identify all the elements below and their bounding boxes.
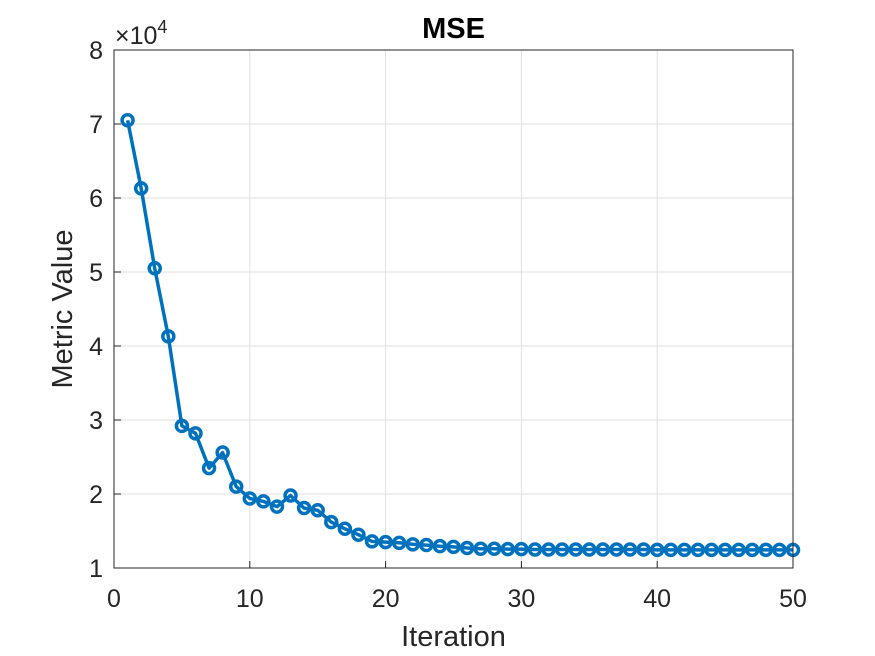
y-tick-label: 2: [89, 481, 103, 509]
data-point: [486, 541, 502, 557]
data-point: [296, 500, 312, 516]
data-point: [161, 329, 176, 344]
data-point: [690, 542, 706, 558]
y-axis-exponent: ×104: [115, 17, 167, 50]
data-point: [242, 491, 258, 506]
data-point: [120, 113, 135, 128]
data-point: [527, 542, 543, 557]
data-point: [337, 521, 353, 537]
y-axis-label: Metric Value: [47, 229, 79, 388]
data-point: [772, 542, 787, 558]
data-point: [351, 527, 366, 542]
chart-title: MSE: [422, 13, 485, 45]
plot-area-border: [113, 49, 794, 569]
data-point: [514, 541, 529, 557]
data-point: [636, 542, 651, 557]
data-point: [147, 261, 162, 276]
x-tick-label: 10: [236, 585, 264, 613]
y-tick-label: 6: [89, 185, 103, 213]
y-tick-label: 7: [89, 111, 103, 139]
data-point: [378, 534, 393, 550]
data-point: [622, 542, 638, 557]
data-point: [649, 542, 665, 558]
data-point: [731, 542, 746, 558]
data-point: [473, 541, 488, 557]
data-point: [582, 542, 597, 557]
data-point: [310, 503, 325, 518]
y-multiplier-base: ×10: [115, 22, 157, 50]
data-point: [677, 542, 692, 558]
series-line: [125, 119, 793, 552]
data-point: [663, 542, 679, 558]
x-tick-label: 30: [507, 585, 535, 613]
data-point: [405, 537, 421, 552]
y-tick-label: 5: [89, 259, 103, 287]
data-point: [609, 542, 624, 557]
x-tick-label: 0: [107, 585, 121, 613]
data-point: [228, 479, 244, 494]
y-tick-label: 1: [89, 555, 103, 583]
data-point: [174, 418, 190, 434]
data-point: [459, 540, 475, 556]
data-point: [541, 542, 556, 557]
data-point: [595, 542, 611, 557]
data-point: [188, 426, 203, 441]
y-tick-label: 3: [89, 407, 103, 435]
x-tick-label: 20: [372, 585, 400, 613]
data-point: [201, 460, 217, 476]
data-point: [500, 541, 516, 557]
data-point: [704, 542, 719, 558]
data-point: [446, 539, 461, 555]
data-point: [269, 499, 285, 514]
data-point: [717, 542, 733, 558]
grid: [113, 49, 794, 569]
x-tick-label: 50: [779, 585, 807, 613]
data-point: [283, 488, 298, 503]
data-point: [215, 445, 230, 460]
y-tick-label: 4: [89, 333, 103, 361]
data-point: [133, 181, 149, 196]
data-point: [568, 542, 583, 557]
tick-labels: 0 10 20 30 40 50 1 2 3 4 5 6 7 8: [89, 37, 807, 613]
data-point: [364, 534, 380, 549]
series-group: [120, 113, 801, 558]
y-tick-label: 8: [89, 37, 103, 65]
x-axis-label: Iteration: [401, 621, 506, 653]
y-multiplier-exponent: 4: [157, 17, 167, 37]
x-tick-label: 40: [643, 585, 671, 613]
data-point: [324, 514, 339, 530]
data-point: [256, 494, 271, 509]
data-point: [758, 542, 774, 558]
data-point: [419, 537, 434, 553]
data-point: [432, 538, 448, 554]
data-point: [391, 535, 407, 551]
data-point: [554, 542, 570, 557]
data-point: [745, 542, 760, 558]
